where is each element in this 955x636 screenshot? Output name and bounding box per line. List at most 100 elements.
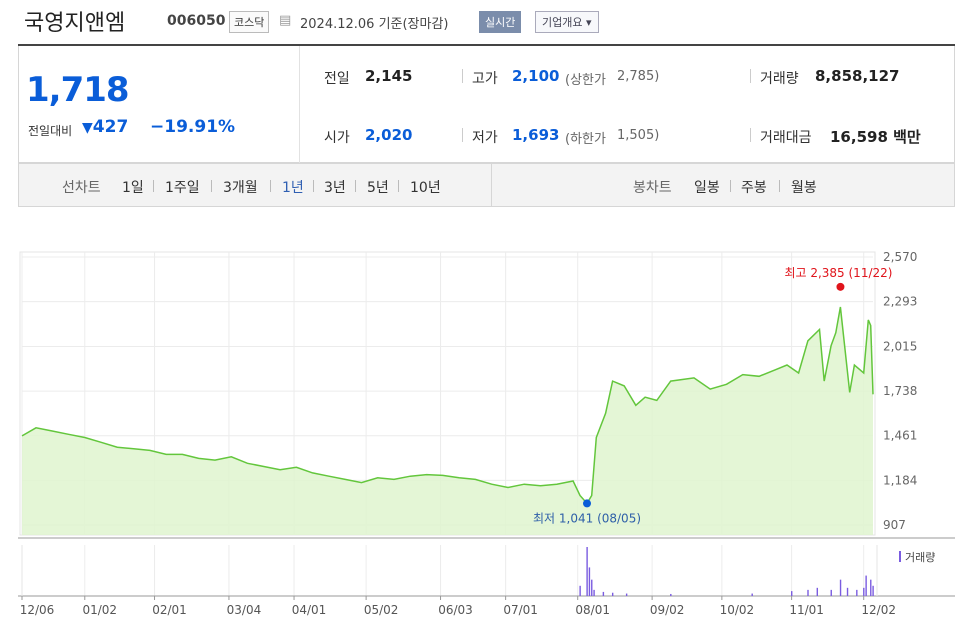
current-price: 1,718 (26, 70, 130, 110)
stock-header: 국영지앤엠 006050 코스닥 ▤ 2024.12.06 기준(장마감) 실시… (18, 0, 955, 44)
market-badge: 코스닥 (229, 11, 270, 33)
x-tick-label: 01/02 (82, 603, 117, 617)
volume-bar (856, 589, 858, 596)
y-tick-label: 907 (883, 518, 906, 532)
prev-close-value: 2,145 (365, 67, 413, 85)
volume-bar (593, 589, 595, 596)
volume-bar (579, 585, 581, 596)
x-tick-label: 04/01 (292, 603, 327, 617)
change-percent: −19.91% (150, 117, 236, 137)
summary-divider (299, 46, 300, 163)
tab-daily[interactable]: 일봉 (694, 180, 720, 196)
volume-bar (591, 579, 593, 596)
volume-bar (791, 591, 793, 596)
open-value: 2,020 (365, 126, 413, 144)
amount-value: 16,598 백만 (830, 128, 921, 146)
company-overview-dropdown[interactable]: 기업개요 ▾ (535, 11, 599, 33)
metric-divider (462, 69, 463, 83)
series-area (22, 307, 873, 535)
x-tick-label: 08/01 (575, 603, 610, 617)
realtime-button[interactable]: 실시간 (479, 11, 522, 33)
y-tick-label: 2,570 (883, 250, 917, 264)
volume-bar (807, 589, 809, 596)
tab-3m[interactable]: 3개월 (223, 180, 258, 196)
series-line (21, 306, 874, 505)
volume-legend-label: 거래량 (905, 551, 935, 564)
change-value: 427 (92, 117, 129, 137)
volume-bar (611, 592, 614, 596)
x-tick-label: 09/02 (650, 603, 685, 617)
x-tick-label: 05/02 (364, 603, 399, 617)
high-marker (836, 282, 845, 291)
prev-close-label: 전일 (324, 71, 350, 87)
tab-1y[interactable]: 1년 (282, 180, 304, 196)
tab-divider (398, 180, 399, 192)
tab-weekly[interactable]: 주봉 (741, 180, 767, 196)
upper-limit-value: 2,785) (617, 69, 660, 84)
low-marker (583, 499, 592, 508)
volume-bar (602, 591, 605, 596)
tab-divider (730, 180, 731, 192)
down-arrow-icon: ▼ (82, 120, 93, 136)
volume-bar (816, 587, 818, 596)
tab-bar-divider (491, 163, 492, 207)
amount-label: 거래대금 (760, 130, 812, 146)
open-label: 시가 (324, 130, 350, 146)
low-label: 저가 (472, 130, 498, 146)
candle-chart-label: 봉차트 (633, 180, 672, 196)
volume-bar (625, 593, 628, 596)
x-tick-label: 12/02 (861, 603, 896, 617)
metric-divider (750, 128, 751, 142)
base-date: 2024.12.06 기준(장마감) (300, 17, 449, 32)
volume-bar (865, 575, 867, 596)
y-tick-label: 2,015 (883, 339, 917, 353)
lower-limit-label: (하한가 (565, 132, 606, 147)
tab-divider (270, 180, 271, 192)
price-change: ▼427 (82, 117, 128, 137)
y-tick-label: 1,738 (883, 384, 917, 398)
volume-bar (830, 589, 832, 596)
volume-bar (870, 579, 872, 596)
header-divider (18, 44, 955, 46)
x-tick-label: 06/03 (438, 603, 473, 617)
x-tick-label: 12/06 (20, 603, 55, 617)
volume-bar (588, 567, 591, 596)
tab-divider (153, 180, 154, 192)
tab-3y[interactable]: 3년 (324, 180, 346, 196)
tab-5y[interactable]: 5년 (367, 180, 389, 196)
metric-divider (750, 69, 751, 83)
tab-1w[interactable]: 1주일 (165, 180, 200, 196)
volume-bar (839, 579, 842, 596)
tab-divider (211, 180, 212, 192)
stock-code: 006050 (167, 13, 226, 29)
high-annotation: 최고 2,385 (11/22) (784, 266, 892, 280)
calendar-icon: ▤ (279, 13, 292, 28)
tab-10y[interactable]: 10년 (410, 180, 441, 196)
upper-limit-label: (상한가 (565, 73, 606, 88)
volume-bar (872, 585, 874, 596)
volume-value: 8,858,127 (815, 67, 900, 85)
tab-monthly[interactable]: 월봉 (791, 180, 817, 196)
company-name: 국영지앤엠 (24, 11, 126, 36)
volume-bar (863, 587, 865, 596)
metric-divider (462, 128, 463, 142)
volume-bar (846, 587, 849, 596)
low-value: 1,693 (512, 126, 560, 144)
y-tick-label: 1,184 (883, 473, 917, 487)
tab-1d[interactable]: 1일 (122, 180, 144, 196)
y-tick-label: 1,461 (883, 429, 917, 443)
chart-tab-bar (18, 163, 955, 207)
tab-divider (313, 180, 314, 192)
volume-bar (586, 547, 588, 596)
lower-limit-value: 1,505) (617, 128, 660, 143)
x-tick-label: 07/01 (503, 603, 538, 617)
x-tick-label: 10/02 (720, 603, 755, 617)
y-tick-label: 2,293 (883, 295, 917, 309)
volume-bar (751, 593, 753, 596)
compare-label: 전일대비 (28, 124, 73, 138)
x-tick-label: 11/01 (789, 603, 824, 617)
tab-divider (355, 180, 356, 192)
high-label: 고가 (472, 71, 498, 87)
tab-divider (779, 180, 780, 192)
